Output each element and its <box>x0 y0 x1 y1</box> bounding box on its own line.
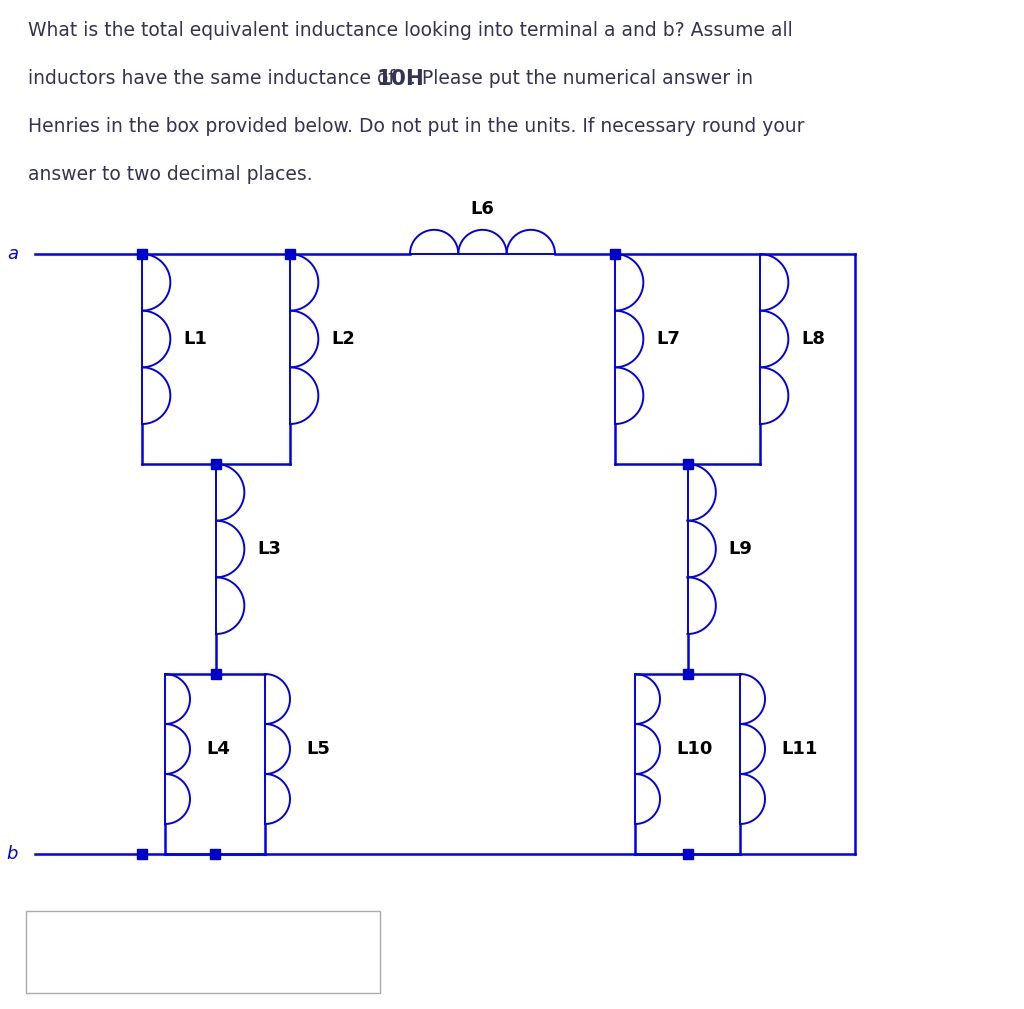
Text: L11: L11 <box>781 740 818 758</box>
Text: inductors have the same inductance of: inductors have the same inductance of <box>28 69 400 88</box>
Text: L8: L8 <box>802 330 825 348</box>
FancyBboxPatch shape <box>26 911 380 993</box>
Text: L4: L4 <box>206 740 230 758</box>
Text: L10: L10 <box>676 740 713 758</box>
Text: a: a <box>7 245 18 263</box>
Text: L5: L5 <box>306 740 330 758</box>
Text: Henries in the box provided below. Do not put in the units. If necessary round y: Henries in the box provided below. Do no… <box>28 117 805 136</box>
Text: L7: L7 <box>656 330 680 348</box>
Text: . Please put the numerical answer in: . Please put the numerical answer in <box>411 69 754 88</box>
Text: L6: L6 <box>471 200 495 218</box>
Text: L2: L2 <box>332 330 355 348</box>
Text: 10H: 10H <box>377 69 425 89</box>
Text: answer to two decimal places.: answer to two decimal places. <box>28 165 312 184</box>
Text: L9: L9 <box>729 540 753 558</box>
Text: b: b <box>6 845 18 863</box>
Text: L1: L1 <box>183 330 207 348</box>
Text: What is the total equivalent inductance looking into terminal a and b? Assume al: What is the total equivalent inductance … <box>28 21 793 40</box>
Text: L3: L3 <box>257 540 282 558</box>
